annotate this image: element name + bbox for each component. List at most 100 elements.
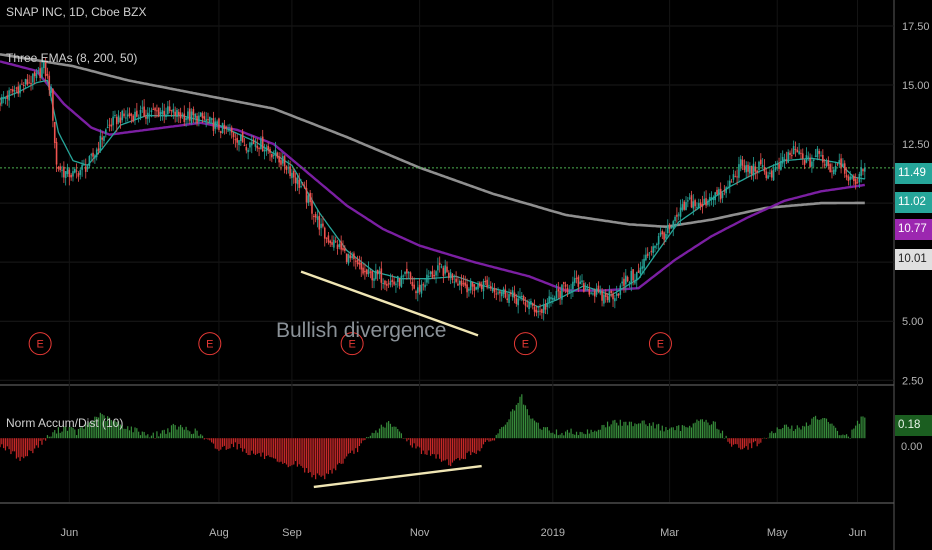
candle-body: [778, 163, 780, 169]
histogram-bar: [382, 426, 384, 439]
histogram-bar: [566, 429, 569, 439]
earnings-circle: [340, 332, 364, 356]
candle-body: [154, 108, 156, 111]
histogram-bar: [658, 423, 660, 439]
candle-body: [761, 165, 764, 168]
candle-body: [792, 146, 795, 155]
candle-body: [57, 166, 60, 169]
histogram-bar: [661, 425, 663, 439]
histogram-bar: [46, 435, 49, 439]
histogram-bar: [605, 427, 607, 439]
histogram-bar: [212, 438, 215, 444]
price-trendline-segment: [300, 270, 479, 337]
histogram-bar: [154, 438, 156, 439]
histogram-bar: [214, 438, 216, 449]
candle-body: [198, 115, 200, 122]
candle-body: [298, 179, 301, 188]
earnings-marker[interactable]: E: [340, 332, 364, 356]
candle-body: [6, 95, 9, 99]
candle-body: [453, 281, 456, 283]
histogram-bar: [336, 438, 339, 465]
candle-body: [552, 297, 554, 300]
candle-body: [402, 275, 405, 277]
histogram-bar: [760, 438, 762, 443]
candle-body: [688, 197, 691, 199]
candle-body: [376, 269, 379, 275]
histogram-bar: [152, 432, 154, 439]
candle-body: [395, 283, 397, 285]
histogram-bar: [625, 421, 627, 439]
candle-body: [783, 159, 786, 161]
candle-body: [152, 108, 155, 110]
candle-body: [730, 181, 733, 183]
histogram-bar: [504, 424, 506, 439]
histogram-bar: [123, 428, 125, 439]
candle-body: [52, 88, 54, 121]
earnings-marker[interactable]: E: [198, 332, 222, 356]
earnings-marker[interactable]: E: [28, 332, 52, 356]
candle-body: [491, 287, 494, 292]
candle-body: [497, 292, 499, 294]
histogram-bar: [833, 425, 835, 439]
candle-body: [524, 302, 527, 306]
histogram-bar: [616, 422, 618, 439]
candle-body: [240, 134, 242, 141]
histogram-bar: [824, 418, 826, 439]
candle-body: [280, 160, 282, 165]
histogram-bar: [471, 438, 474, 453]
candle-body: [798, 151, 800, 154]
candle-body: [674, 216, 676, 221]
histogram-bar: [477, 438, 479, 451]
histogram-bar: [232, 438, 235, 448]
candle-body: [55, 141, 58, 165]
oscillator-legend[interactable]: Norm Accum/Dist (10): [6, 416, 124, 430]
symbol-legend[interactable]: SNAP INC, 1D, Cboe BZX: [6, 5, 147, 19]
candle-body: [477, 283, 479, 290]
candle-body: [475, 287, 477, 290]
histogram-bar: [643, 420, 645, 439]
histogram-bar: [510, 411, 512, 439]
candle-body: [760, 159, 762, 165]
candle-body: [772, 169, 775, 181]
histogram-bar: [782, 427, 784, 439]
candle-body: [15, 87, 18, 89]
histogram-bar: [659, 430, 662, 439]
candle-body: [114, 115, 116, 117]
histogram-bar: [450, 438, 452, 467]
histogram-bar: [24, 438, 27, 457]
histogram-bar: [816, 419, 818, 439]
candle-body: [504, 289, 507, 298]
candle-body: [194, 114, 197, 118]
histogram-bar: [68, 426, 70, 439]
histogram-bar: [696, 419, 698, 439]
candle-body: [732, 174, 735, 180]
candle-body: [696, 207, 698, 209]
histogram-bar: [588, 433, 590, 439]
histogram-bar: [203, 438, 205, 440]
candle-body: [108, 124, 111, 126]
oscillator-trendline: [313, 464, 482, 489]
histogram-bar: [440, 438, 443, 462]
candle-body: [223, 124, 226, 129]
histogram-bar: [654, 428, 656, 439]
histogram-bar: [844, 435, 846, 439]
histogram-bar: [435, 438, 437, 459]
candle-body: [548, 296, 550, 303]
histogram-bar: [515, 404, 517, 439]
histogram-bar: [311, 438, 313, 478]
histogram-bar: [287, 438, 289, 468]
candle-body: [338, 243, 341, 248]
histogram-bar: [718, 429, 720, 439]
candle-body: [125, 117, 127, 119]
candle-body: [44, 61, 47, 77]
histogram-bar: [309, 438, 311, 473]
histogram-bar: [701, 419, 704, 439]
candle-body: [209, 116, 211, 123]
candle-body: [112, 116, 114, 126]
earnings-marker[interactable]: E: [513, 332, 537, 356]
candle-body: [165, 114, 167, 117]
ema-legend[interactable]: Three EMAs (8, 200, 50): [6, 51, 138, 65]
earnings-marker[interactable]: E: [648, 332, 672, 356]
